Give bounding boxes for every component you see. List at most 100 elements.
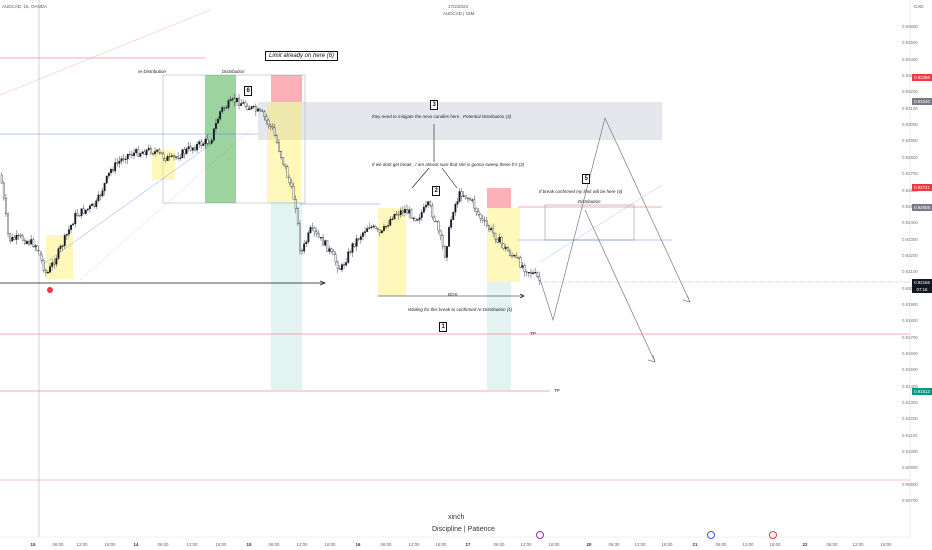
candle-body [219, 111, 222, 120]
candle-body [288, 177, 291, 184]
candle-body [406, 209, 408, 214]
time-tick-label: 12:00 [852, 542, 864, 547]
candle-body [401, 210, 404, 213]
candle-body [194, 147, 196, 151]
watermark-motto: Discipline | Patience [432, 526, 495, 533]
candle-body [408, 209, 411, 214]
marker-box-2[interactable]: 2 [432, 186, 441, 196]
arrow-head-left [319, 280, 326, 286]
time-tick-label: 12:00 [634, 542, 646, 547]
time-tick-label: 18:00 [215, 542, 227, 547]
marker-box-6[interactable]: 6 [244, 86, 253, 96]
candle-body [452, 212, 455, 220]
time-tick-label: 06:00 [380, 542, 392, 547]
candle-body [107, 172, 110, 177]
candle-body [328, 248, 331, 252]
candle-body [374, 225, 377, 229]
candle-body [26, 241, 28, 244]
candle-body [315, 231, 318, 235]
time-tick-label: 18:00 [661, 542, 673, 547]
candle-body [30, 239, 33, 245]
swing-low-marker[interactable] [47, 287, 53, 293]
candle-body [490, 228, 492, 230]
marker-box-5[interactable]: 5 [582, 174, 591, 184]
candle-body [259, 108, 261, 111]
candle-body [538, 276, 541, 281]
candle-body [238, 97, 240, 106]
candle-body [183, 149, 186, 154]
price-tick-label: 0.92900 [902, 138, 918, 144]
candle-body [55, 258, 58, 265]
green-highlight [205, 75, 236, 203]
red-highlight-mid [487, 188, 511, 208]
limit-zone-box[interactable] [544, 204, 635, 241]
event-icon-2[interactable] [707, 531, 715, 539]
candle-body [9, 233, 12, 242]
candle-body [368, 227, 371, 229]
candle-body [126, 153, 129, 160]
candle-body [347, 251, 350, 263]
candle-body [110, 169, 112, 174]
candle-body [284, 163, 287, 167]
price-badge: 0.93240 [912, 97, 932, 105]
candle-body [500, 237, 503, 244]
candle-body [124, 158, 127, 160]
event-icon-3[interactable] [769, 531, 777, 539]
candle-body [422, 206, 425, 213]
projection-branch[interactable] [584, 209, 656, 363]
candle-body [292, 186, 295, 200]
candle-body [233, 98, 236, 103]
time-tick-label: 12:00 [742, 542, 754, 547]
candle-body [372, 225, 375, 228]
candle-body [301, 250, 303, 252]
time-tick-label: 06:00 [493, 542, 505, 547]
candle-body [133, 152, 135, 156]
projection-path[interactable] [539, 116, 691, 322]
candle-body [53, 262, 56, 265]
candle-body [149, 148, 152, 154]
candle-body [433, 216, 436, 222]
trendline-right[interactable] [539, 184, 663, 263]
price-tick-label: 0.92800 [902, 154, 918, 160]
candle-body [496, 238, 499, 243]
limit-already-label[interactable]: Limit already on here (6) [265, 51, 339, 61]
candle-body [389, 219, 392, 226]
candle-body [263, 111, 266, 117]
candle-body [309, 227, 312, 233]
candle-body [313, 227, 316, 233]
marker-box-3[interactable]: 3 [430, 100, 439, 110]
marker-box-1[interactable]: 1 [439, 322, 448, 332]
candle-body [261, 110, 264, 112]
trendline-rising-blue[interactable] [41, 144, 211, 266]
candle-body [101, 190, 104, 197]
candle-body [387, 225, 390, 227]
candle-body [40, 254, 43, 261]
candle-body [11, 237, 14, 242]
candle-body [523, 265, 526, 272]
price-tick-label: 0.93100 [902, 105, 918, 111]
trendline-left[interactable] [0, 9, 211, 96]
candle-body [204, 139, 207, 145]
candle-body [380, 230, 383, 234]
candle-body [416, 219, 419, 221]
supply-zone-3[interactable] [258, 102, 662, 140]
candle-body [0, 174, 3, 184]
candle-body [187, 146, 190, 149]
candle-body [290, 182, 293, 187]
candle-body [296, 208, 299, 225]
candle-body [511, 255, 513, 257]
candle-body [441, 235, 444, 247]
candle-body [215, 122, 217, 129]
candle-body [168, 156, 171, 158]
candle-body [231, 98, 234, 100]
time-tick-label: 12:00 [76, 542, 88, 547]
candle-body [420, 212, 423, 218]
time-tick-label: 22 [802, 542, 808, 547]
candlestick-series[interactable] [0, 93, 541, 286]
yellow-highlight-4 [378, 208, 406, 296]
candle-body [137, 149, 140, 157]
event-icon-1[interactable] [536, 531, 544, 539]
candle-body [93, 203, 96, 207]
